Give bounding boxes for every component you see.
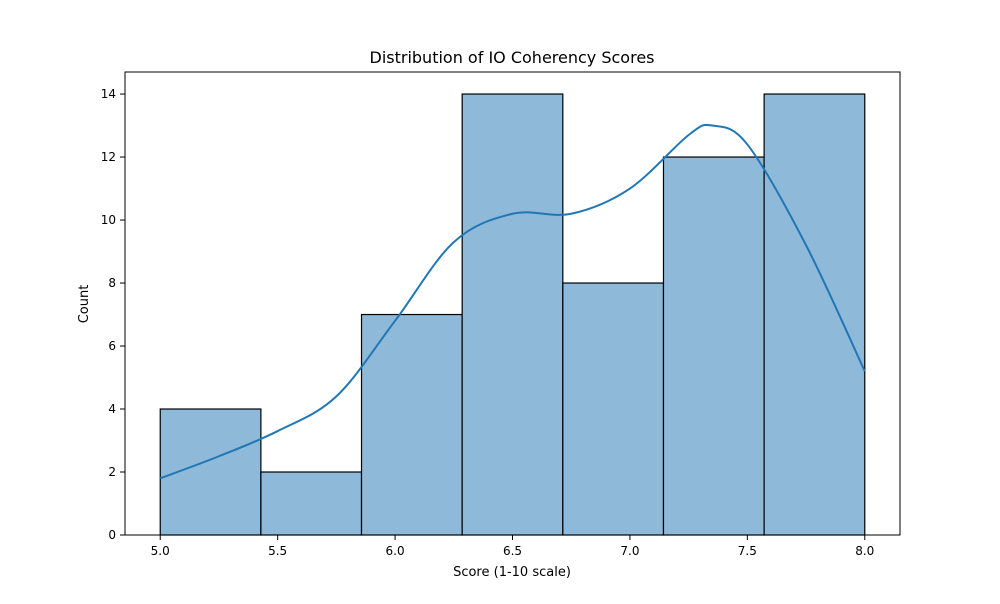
chart-title: Distribution of IO Coherency Scores [370,48,655,67]
y-axis-label: Count [77,285,92,324]
x-tick-label: 5.0 [151,544,170,558]
x-axis-ticks: 5.0 5.5 6.0 6.5 7.0 7.5 8.0 [151,535,874,558]
y-tick-label: 2 [108,465,116,479]
x-tick-label: 5.5 [268,544,287,558]
y-tick-label: 4 [108,402,116,416]
kde-curve [159,123,866,480]
y-tick-label: 14 [101,87,116,101]
x-tick-label: 6.5 [503,544,522,558]
y-tick-label: 8 [108,276,116,290]
histogram-bar-7 [763,93,866,536]
histogram-bars [159,93,866,536]
histogram-bar-5 [562,282,665,536]
y-tick-label: 10 [101,213,116,227]
histogram-bar-6 [662,156,765,536]
x-tick-label: 8.0 [855,544,874,558]
histogram-bar-3 [360,313,463,536]
x-tick-label: 7.5 [738,544,757,558]
y-axis-ticks: 0 2 4 6 8 10 12 14 [101,87,125,542]
histogram-bar-4 [461,93,564,536]
x-tick-label: 7.0 [620,544,639,558]
x-tick-label: 6.0 [386,544,405,558]
y-tick-label: 0 [108,528,116,542]
histogram-bar-2 [260,471,363,536]
x-axis-label: Score (1-10 scale) [453,565,571,580]
y-tick-label: 6 [108,339,116,353]
y-tick-label: 12 [101,150,116,164]
